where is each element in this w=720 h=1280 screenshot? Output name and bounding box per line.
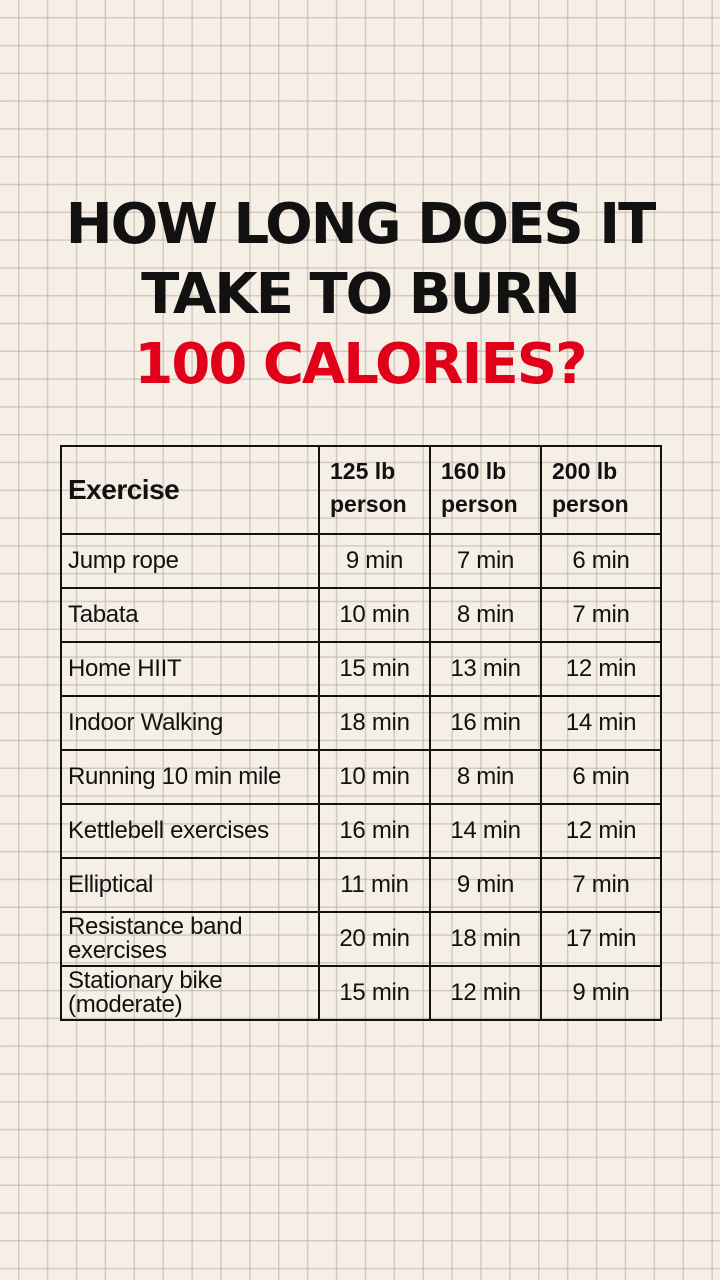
table-row: Jump rope 9 min 7 min 6 min	[60, 533, 662, 589]
time-160lb: 12 min	[429, 965, 542, 1021]
exercise-name-line-1: Resistance band	[68, 913, 243, 940]
time-125lb: 20 min	[318, 911, 431, 967]
table-row: Resistance band exercises 20 min 18 min …	[60, 911, 662, 967]
time-125lb: 15 min	[318, 641, 431, 697]
time-125lb: 11 min	[318, 857, 431, 913]
exercise-name: Stationary bike (moderate)	[60, 965, 320, 1021]
time-160lb: 18 min	[429, 911, 542, 967]
table-row: Indoor Walking 18 min 16 min 14 min	[60, 695, 662, 751]
header-160lb-weight: 160 lb	[441, 458, 507, 484]
header-200lb-weight: 200 lb	[552, 458, 618, 484]
page-title: HOW LONG DOES IT TAKE TO BURN 100 CALORI…	[0, 190, 720, 400]
time-125lb: 15 min	[318, 965, 431, 1021]
time-200lb: 17 min	[540, 911, 662, 967]
header-125lb: 125 lb person	[318, 445, 431, 535]
exercise-name: Resistance band exercises	[60, 911, 320, 967]
time-125lb: 10 min	[318, 749, 431, 805]
header-125lb-weight: 125 lb	[330, 458, 396, 484]
exercise-name: Home HIIT	[60, 641, 320, 697]
time-200lb: 7 min	[540, 857, 662, 913]
table-row: Tabata 10 min 8 min 7 min	[60, 587, 662, 643]
time-200lb: 7 min	[540, 587, 662, 643]
exercise-name: Tabata	[60, 587, 320, 643]
table-row: Elliptical 11 min 9 min 7 min	[60, 857, 662, 913]
header-exercise: Exercise	[60, 445, 320, 535]
time-200lb: 12 min	[540, 641, 662, 697]
time-200lb: 14 min	[540, 695, 662, 751]
time-160lb: 16 min	[429, 695, 542, 751]
exercise-name-line-1: Stationary bike	[68, 967, 223, 994]
exercise-name: Jump rope	[60, 533, 320, 589]
time-160lb: 9 min	[429, 857, 542, 913]
time-160lb: 13 min	[429, 641, 542, 697]
table-row: Kettlebell exercises 16 min 14 min 12 mi…	[60, 803, 662, 859]
table-header-row: Exercise 125 lb person 160 lb person 200…	[60, 445, 662, 535]
header-200lb-person: person	[552, 491, 629, 517]
title-line-1: HOW LONG DOES IT	[65, 192, 657, 257]
time-125lb: 10 min	[318, 587, 431, 643]
table-row: Stationary bike (moderate) 15 min 12 min…	[60, 965, 662, 1021]
time-200lb: 6 min	[540, 533, 662, 589]
exercise-name: Indoor Walking	[60, 695, 320, 751]
header-160lb: 160 lb person	[429, 445, 542, 535]
header-200lb: 200 lb person	[540, 445, 662, 535]
time-160lb: 7 min	[429, 533, 542, 589]
time-200lb: 6 min	[540, 749, 662, 805]
exercise-name: Running 10 min mile	[60, 749, 320, 805]
exercise-name-line-2: (moderate)	[68, 991, 183, 1018]
time-200lb: 12 min	[540, 803, 662, 859]
title-line-3-highlight: 100 CALORIES?	[134, 332, 587, 397]
table-row: Running 10 min mile 10 min 8 min 6 min	[60, 749, 662, 805]
title-line-2: TAKE TO BURN	[141, 262, 581, 327]
time-125lb: 16 min	[318, 803, 431, 859]
time-125lb: 18 min	[318, 695, 431, 751]
time-200lb: 9 min	[540, 965, 662, 1021]
header-160lb-person: person	[441, 491, 518, 517]
header-125lb-person: person	[330, 491, 407, 517]
exercise-name-line-2: exercises	[68, 937, 167, 964]
time-160lb: 14 min	[429, 803, 542, 859]
time-160lb: 8 min	[429, 587, 542, 643]
table-row: Home HIIT 15 min 13 min 12 min	[60, 641, 662, 697]
exercise-name: Elliptical	[60, 857, 320, 913]
exercise-name: Kettlebell exercises	[60, 803, 320, 859]
time-160lb: 8 min	[429, 749, 542, 805]
time-125lb: 9 min	[318, 533, 431, 589]
calorie-burn-table: Exercise 125 lb person 160 lb person 200…	[60, 445, 662, 1021]
